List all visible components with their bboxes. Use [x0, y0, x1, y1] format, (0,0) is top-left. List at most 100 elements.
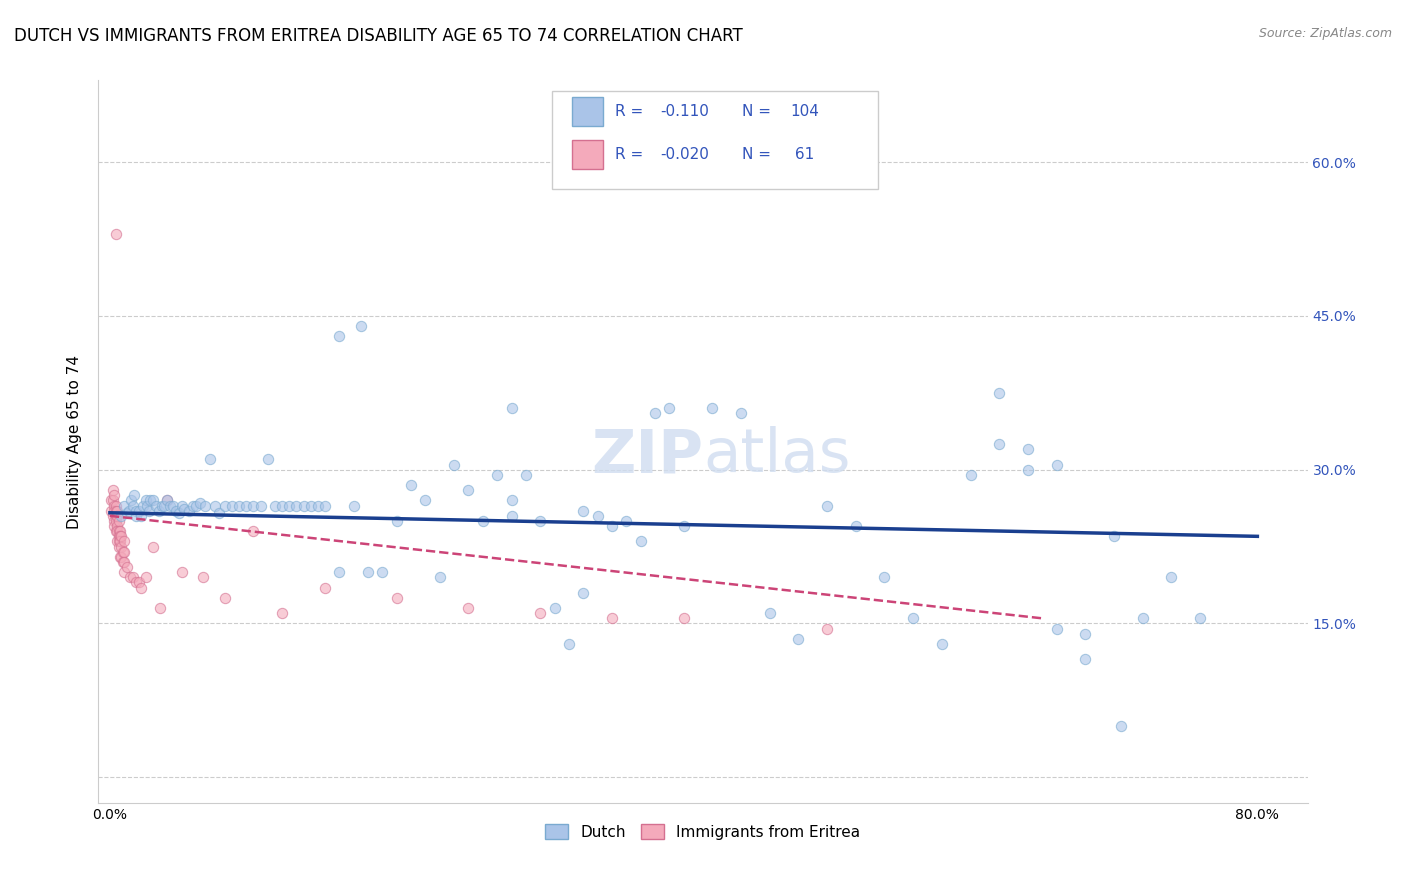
Point	[543, 601, 565, 615]
Legend: Dutch, Immigrants from Eritrea: Dutch, Immigrants from Eritrea	[540, 818, 866, 846]
Point	[1132, 611, 1154, 625]
Point	[572, 585, 595, 599]
Point	[103, 488, 125, 502]
Point	[132, 499, 155, 513]
Point	[1074, 652, 1097, 666]
Point	[125, 575, 148, 590]
Point	[399, 478, 422, 492]
FancyBboxPatch shape	[551, 91, 879, 189]
Point	[173, 501, 195, 516]
Point	[193, 499, 215, 513]
Text: ZIP: ZIP	[591, 426, 703, 485]
Point	[988, 385, 1011, 400]
Point	[614, 514, 637, 528]
Point	[100, 493, 122, 508]
Point	[457, 483, 479, 498]
Point	[121, 570, 143, 584]
Point	[181, 499, 204, 513]
Point	[328, 329, 350, 343]
Point	[350, 319, 373, 334]
Point	[630, 534, 652, 549]
Point	[307, 499, 329, 513]
Point	[125, 508, 148, 523]
Point	[328, 565, 350, 579]
Point	[128, 575, 150, 590]
Point	[200, 452, 222, 467]
Point	[228, 499, 250, 513]
Text: N =: N =	[742, 147, 776, 161]
Point	[125, 504, 148, 518]
Point	[110, 549, 132, 564]
FancyBboxPatch shape	[572, 97, 603, 127]
Point	[101, 493, 124, 508]
Point	[758, 606, 780, 620]
Point	[111, 545, 134, 559]
Point	[105, 519, 128, 533]
Point	[159, 499, 181, 513]
Point	[103, 499, 125, 513]
Point	[558, 637, 581, 651]
Point	[177, 504, 200, 518]
Point	[1017, 463, 1039, 477]
Point	[104, 504, 127, 518]
Point	[256, 452, 278, 467]
Point	[371, 565, 394, 579]
Point	[104, 508, 127, 523]
Point	[103, 519, 125, 533]
Point	[285, 499, 308, 513]
Point	[529, 514, 551, 528]
Point	[107, 529, 129, 543]
Point	[115, 506, 138, 520]
Point	[901, 611, 924, 625]
Point	[242, 499, 264, 513]
Point	[959, 467, 981, 482]
Point	[501, 401, 523, 416]
Text: 61: 61	[790, 147, 814, 161]
Point	[112, 565, 135, 579]
Text: 104: 104	[790, 104, 818, 120]
Point	[142, 540, 165, 554]
Point	[107, 514, 129, 528]
Point	[221, 499, 243, 513]
Point	[501, 493, 523, 508]
Point	[149, 601, 172, 615]
Point	[357, 565, 380, 579]
Point	[271, 499, 294, 513]
Point	[214, 591, 236, 605]
Point	[107, 534, 129, 549]
Point	[111, 555, 134, 569]
Point	[263, 499, 285, 513]
Point	[145, 499, 167, 513]
Point	[110, 508, 132, 523]
Point	[124, 488, 146, 502]
Point	[103, 514, 125, 528]
Text: R =: R =	[614, 104, 648, 120]
Point	[105, 504, 128, 518]
Point	[501, 508, 523, 523]
Point	[815, 622, 838, 636]
Point	[110, 529, 132, 543]
Point	[139, 493, 162, 508]
Point	[108, 529, 131, 543]
Text: R =: R =	[614, 147, 648, 161]
Point	[108, 524, 131, 539]
Point	[103, 504, 125, 518]
Text: N =: N =	[742, 104, 776, 120]
Point	[385, 591, 408, 605]
Point	[1045, 458, 1067, 472]
Point	[415, 493, 437, 508]
Point	[120, 493, 142, 508]
Point	[1188, 611, 1211, 625]
Text: Source: ZipAtlas.com: Source: ZipAtlas.com	[1258, 27, 1392, 40]
Point	[235, 499, 257, 513]
Point	[104, 227, 127, 241]
Point	[1045, 622, 1067, 636]
Point	[529, 606, 551, 620]
Point	[1160, 570, 1182, 584]
Point	[204, 499, 226, 513]
Point	[658, 401, 681, 416]
Point	[112, 545, 135, 559]
Point	[117, 504, 139, 518]
Point	[170, 565, 193, 579]
Point	[138, 504, 160, 518]
